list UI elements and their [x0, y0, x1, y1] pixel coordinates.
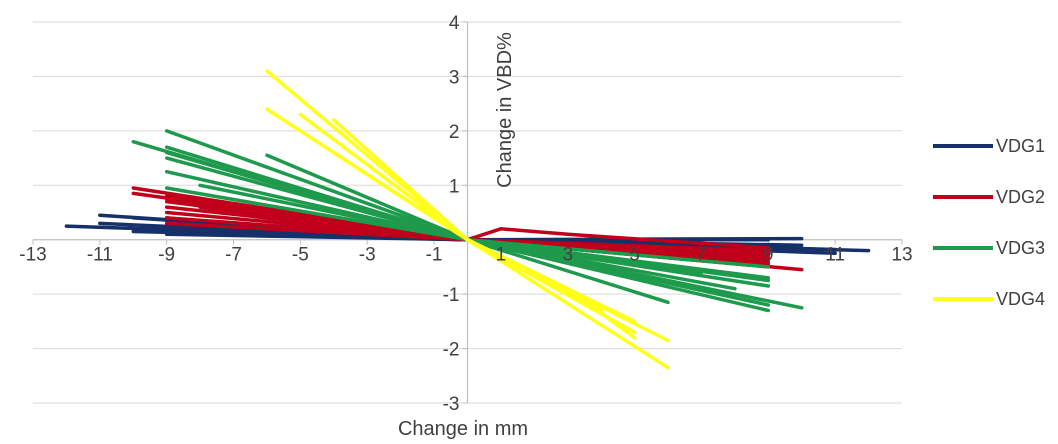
- y-tick-label: 1: [449, 176, 460, 197]
- x-tick-label: -3: [359, 245, 376, 266]
- legend: VDG1 VDG2 VDG3 VDG4: [933, 136, 1045, 309]
- x-tick-label: 5: [629, 245, 640, 266]
- y-tick-label: -3: [443, 394, 460, 415]
- x-tick-label: 3: [562, 245, 573, 266]
- y-tick-label: -1: [443, 285, 460, 306]
- x-axis-label: Change in mm: [398, 418, 528, 440]
- series-line-vdg4: [332, 150, 637, 340]
- legend-item-vdg2: VDG2: [933, 187, 1045, 207]
- legend-item-vdg3: VDG3: [933, 238, 1045, 258]
- legend-label: VDG1: [996, 136, 1045, 156]
- x-tick-label: -7: [225, 245, 242, 266]
- y-tick-label: 2: [449, 122, 460, 143]
- series-line-vdg2: [164, 197, 771, 250]
- y-tick-label: 4: [449, 13, 460, 34]
- y-axis-label: Change in VBD%: [494, 32, 516, 188]
- series-vdg4: [265, 69, 670, 370]
- y-tick-label: 3: [449, 67, 460, 88]
- legend-label: VDG4: [996, 289, 1045, 309]
- y-tick-label: -2: [443, 340, 460, 361]
- x-tick-label: -1: [426, 245, 443, 266]
- x-tick-label: -5: [292, 245, 309, 266]
- legend-item-vdg1: VDG1: [933, 136, 1045, 156]
- x-tick-label: 9: [763, 245, 774, 266]
- x-tick-label: 13: [891, 245, 912, 266]
- legend-item-vdg4: VDG4: [933, 289, 1045, 309]
- legend-label: VDG2: [996, 187, 1045, 207]
- x-tick-label: 11: [825, 245, 845, 266]
- x-tick-label: -11: [87, 245, 113, 266]
- axes: [32, 21, 903, 404]
- x-tick-label: 1: [496, 245, 507, 266]
- x-tick-label: 7: [696, 245, 707, 266]
- x-tick-label: -9: [158, 245, 175, 266]
- x-tick-label: -13: [19, 245, 46, 266]
- legend-label: VDG3: [996, 238, 1045, 258]
- series-lines: [64, 69, 871, 370]
